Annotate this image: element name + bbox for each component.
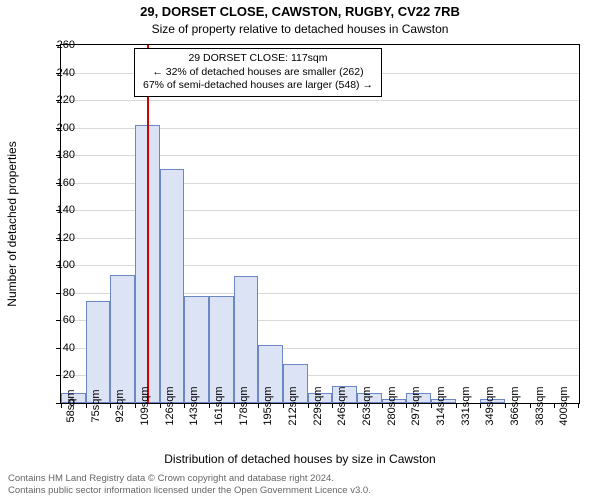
y-tick-label: 260 [45,39,75,51]
chart-container: 29, DORSET CLOSE, CAWSTON, RUGBY, CV22 7… [0,0,600,500]
title-main: 29, DORSET CLOSE, CAWSTON, RUGBY, CV22 7… [0,4,600,19]
title-sub: Size of property relative to detached ho… [0,22,600,36]
y-tick-label: 220 [45,94,75,106]
y-axis-label: Number of detached properties [5,141,19,306]
histogram-bar [160,169,185,403]
x-tick-label: 383sqm [530,386,546,425]
x-tick-label: 366sqm [505,386,521,425]
footer-attribution: Contains HM Land Registry data © Crown c… [8,473,371,496]
y-tick-label: 180 [45,149,75,161]
histogram-bar [86,301,111,403]
y-tick-label: 160 [45,177,75,189]
y-tick-label: 240 [45,67,75,79]
x-tick-label: 349sqm [480,386,496,425]
x-tick-label: 400sqm [554,386,570,425]
y-tick-label: 60 [45,314,75,326]
x-tick-label: 161sqm [209,386,225,425]
x-tick-label: 143sqm [184,386,200,425]
y-tick-label: 100 [45,259,75,271]
x-tick-label: 263sqm [357,386,373,425]
plot-area [60,44,580,404]
footer-line-2: Contains public sector information licen… [8,485,371,496]
x-tick-mark [578,403,579,408]
info-box: 29 DORSET CLOSE: 117sqm← 32% of detached… [134,48,382,97]
y-tick-label: 40 [45,342,75,354]
info-line-1: 29 DORSET CLOSE: 117sqm [143,52,373,66]
x-tick-label: 58sqm [61,389,77,422]
y-tick-label: 120 [45,232,75,244]
x-tick-label: 280sqm [382,386,398,425]
y-tick-label: 80 [45,287,75,299]
histogram-bar [234,276,259,403]
x-tick-label: 229sqm [308,386,324,425]
x-tick-label: 331sqm [456,386,472,425]
info-line-2: ← 32% of detached houses are smaller (26… [143,66,373,80]
x-tick-label: 92sqm [110,389,126,422]
x-axis-label: Distribution of detached houses by size … [0,452,600,466]
gridline [61,100,579,101]
marker-line [147,45,149,403]
histogram-bar [110,275,135,403]
x-tick-label: 195sqm [258,386,274,425]
x-tick-label: 178sqm [234,386,250,425]
x-tick-label: 212sqm [283,386,299,425]
y-tick-label: 20 [45,369,75,381]
footer-line-1: Contains HM Land Registry data © Crown c… [8,473,371,484]
y-tick-label: 140 [45,204,75,216]
info-line-3: 67% of semi-detached houses are larger (… [143,79,373,93]
y-tick-label: 200 [45,122,75,134]
x-tick-label: 297sqm [406,386,422,425]
x-tick-label: 109sqm [135,386,151,425]
x-tick-label: 75sqm [86,389,102,422]
x-tick-label: 126sqm [160,386,176,425]
x-tick-label: 246sqm [332,386,348,425]
x-tick-label: 314sqm [431,386,447,425]
